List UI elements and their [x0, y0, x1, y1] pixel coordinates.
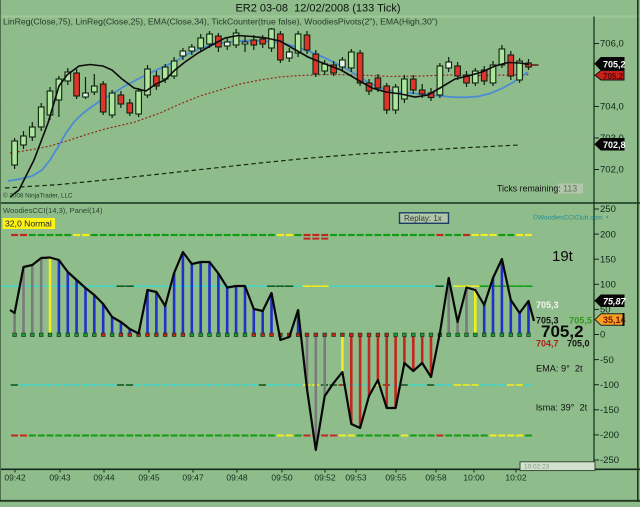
svg-text:10:02:23: 10:02:23	[524, 464, 550, 471]
svg-text:Replay: 1x: Replay: 1x	[404, 214, 442, 223]
svg-text:-250: -250	[600, 455, 619, 466]
svg-text:10:00: 10:00	[463, 473, 485, 483]
svg-text:ER2 03-08 12/02/2008 (133 Tic: ER2 03-08 12/02/2008 (133 Tick)	[235, 3, 400, 15]
svg-text:-50: -50	[600, 355, 614, 366]
svg-text:50: 50	[600, 305, 611, 316]
svg-text:-200: -200	[600, 430, 619, 441]
svg-text:705,0: 705,0	[567, 339, 590, 349]
svg-text:09:53: 09:53	[345, 473, 367, 483]
svg-text:704,7: 704,7	[536, 339, 559, 349]
svg-text:© 2008 NinjaTrader, LLC: © 2008 NinjaTrader, LLC	[3, 192, 73, 200]
svg-text:lsma: 39° 2t: lsma: 39° 2t	[536, 403, 588, 413]
svg-text:705,2: 705,2	[603, 72, 624, 81]
svg-text:LinReg(Close,75), LinReg(Close: LinReg(Close,75), LinReg(Close,25), EMA(…	[3, 17, 438, 27]
svg-text:EMA: 9° 2t: EMA: 9° 2t	[536, 364, 583, 374]
svg-text:702,0: 702,0	[600, 165, 624, 176]
svg-text:705,3: 705,3	[536, 300, 559, 310]
svg-text:150: 150	[600, 254, 616, 265]
svg-text:702,8: 702,8	[603, 140, 626, 150]
svg-text:100: 100	[600, 280, 616, 291]
svg-text:09:43: 09:43	[49, 473, 71, 483]
svg-text:09:52: 09:52	[314, 473, 336, 483]
svg-text:09:47: 09:47	[182, 473, 204, 483]
svg-text:09:45: 09:45	[138, 473, 160, 483]
svg-text:0: 0	[600, 330, 605, 341]
svg-text:09:44: 09:44	[93, 473, 115, 483]
svg-text:200: 200	[600, 229, 616, 240]
svg-text:09:48: 09:48	[226, 473, 248, 483]
svg-text:09:42: 09:42	[4, 473, 26, 483]
svg-text:10:02: 10:02	[505, 473, 527, 483]
svg-text:705,2: 705,2	[603, 59, 626, 69]
svg-text:Ticks remaining: 113: Ticks remaining: 113	[497, 184, 577, 194]
svg-text:32,0 Normal: 32,0 Normal	[5, 219, 52, 229]
svg-text:09:58: 09:58	[425, 473, 447, 483]
svg-text:75,87: 75,87	[603, 296, 627, 306]
svg-text:-100: -100	[600, 380, 619, 391]
svg-text:705,5: 705,5	[569, 316, 592, 326]
svg-text:WoodiesCCI(14,3), Panel(14): WoodiesCCI(14,3), Panel(14)	[3, 206, 103, 215]
svg-text:-150: -150	[600, 405, 619, 416]
svg-text:19t: 19t	[552, 248, 574, 265]
svg-text:©WoodiesCCIClub.com •: ©WoodiesCCIClub.com •	[533, 214, 609, 222]
svg-text:706,0: 706,0	[600, 39, 624, 50]
svg-text:09:55: 09:55	[385, 473, 407, 483]
svg-text:09:50: 09:50	[271, 473, 293, 483]
svg-text:250: 250	[600, 204, 616, 215]
svg-text:35,14: 35,14	[603, 315, 626, 325]
svg-text:705,3: 705,3	[536, 316, 559, 326]
svg-text:705,2: 705,2	[541, 322, 584, 341]
svg-text:704,0: 704,0	[600, 102, 624, 113]
